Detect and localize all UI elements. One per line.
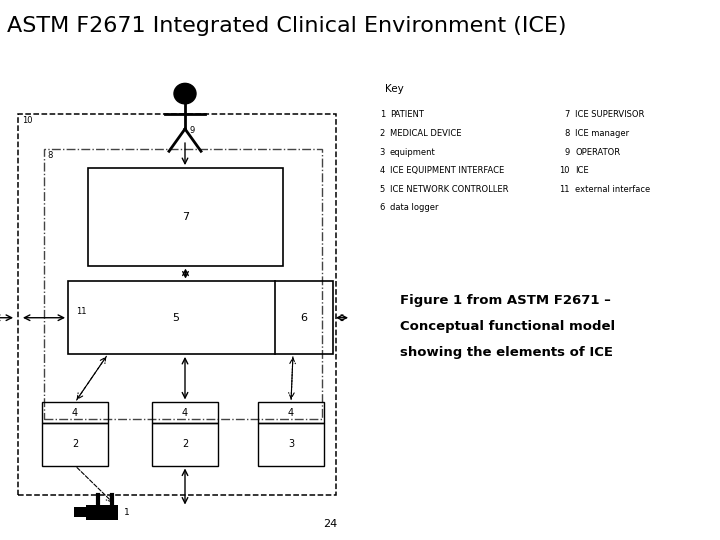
Text: 4: 4 bbox=[72, 408, 78, 417]
Text: 4: 4 bbox=[379, 166, 385, 175]
Text: 4: 4 bbox=[288, 408, 294, 417]
Bar bbox=[68, 281, 333, 354]
Text: Figure 1 from ASTM F2671 –: Figure 1 from ASTM F2671 – bbox=[400, 294, 611, 307]
Text: ICE NETWORK CONTROLLER: ICE NETWORK CONTROLLER bbox=[390, 185, 508, 194]
Text: 24: 24 bbox=[323, 519, 337, 529]
Text: Conceptual functional model: Conceptual functional model bbox=[400, 320, 615, 333]
Text: ICE EQUIPMENT INTERFACE: ICE EQUIPMENT INTERFACE bbox=[390, 166, 504, 175]
Text: 7: 7 bbox=[564, 110, 570, 119]
Text: showing the elements of ICE: showing the elements of ICE bbox=[400, 346, 613, 359]
Bar bbox=[74, 508, 86, 517]
Text: MEDICAL DEVICE: MEDICAL DEVICE bbox=[390, 129, 462, 138]
Text: ICE: ICE bbox=[575, 166, 589, 175]
Text: 11: 11 bbox=[76, 307, 86, 316]
Bar bbox=[258, 423, 324, 465]
Bar bbox=[42, 423, 108, 465]
Text: data logger: data logger bbox=[390, 204, 438, 212]
Bar bbox=[88, 168, 283, 266]
Text: 2: 2 bbox=[379, 129, 385, 138]
Text: equipment: equipment bbox=[390, 147, 436, 157]
Text: 4: 4 bbox=[182, 408, 188, 417]
Text: 3: 3 bbox=[379, 147, 385, 157]
Circle shape bbox=[174, 83, 196, 104]
Text: 8: 8 bbox=[564, 129, 570, 138]
Text: 1: 1 bbox=[124, 508, 130, 517]
Bar bbox=[42, 402, 108, 423]
Text: OPERATOR: OPERATOR bbox=[575, 147, 620, 157]
Text: 5: 5 bbox=[379, 185, 385, 194]
Text: 3: 3 bbox=[288, 439, 294, 449]
Text: 2: 2 bbox=[182, 439, 188, 449]
Text: Key: Key bbox=[385, 84, 404, 94]
Text: PATIENT: PATIENT bbox=[390, 110, 424, 119]
Text: ICE manager: ICE manager bbox=[575, 129, 629, 138]
Text: 1: 1 bbox=[379, 110, 385, 119]
Text: 2: 2 bbox=[72, 439, 78, 449]
Text: ASTM F2671 Integrated Clinical Environment (ICE): ASTM F2671 Integrated Clinical Environme… bbox=[7, 16, 567, 36]
Text: 9: 9 bbox=[190, 126, 195, 136]
Bar bbox=[258, 402, 324, 423]
Text: external interface: external interface bbox=[575, 185, 650, 194]
Bar bbox=[86, 505, 118, 519]
Bar bbox=[44, 150, 322, 419]
Text: ICE SUPERVISOR: ICE SUPERVISOR bbox=[575, 110, 644, 119]
Bar bbox=[18, 114, 336, 495]
Text: 6: 6 bbox=[300, 313, 307, 323]
Text: 7: 7 bbox=[182, 212, 189, 222]
Text: 10: 10 bbox=[22, 116, 32, 125]
Bar bbox=[152, 423, 218, 465]
Text: 11: 11 bbox=[559, 185, 570, 194]
Text: 6: 6 bbox=[379, 204, 385, 212]
Text: 9: 9 bbox=[564, 147, 570, 157]
Text: 5: 5 bbox=[172, 313, 179, 323]
Bar bbox=[152, 402, 218, 423]
Text: 8: 8 bbox=[47, 151, 53, 160]
Text: 10: 10 bbox=[559, 166, 570, 175]
